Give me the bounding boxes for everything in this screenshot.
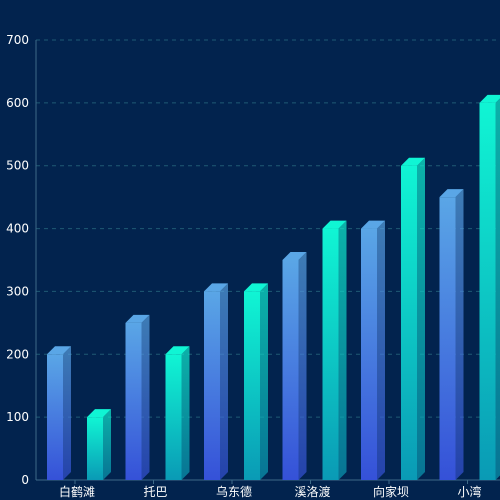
y-tick-label: 600 (6, 96, 29, 110)
bar (165, 346, 190, 480)
bar (439, 189, 464, 480)
x-tick-label: 托巴 (143, 485, 167, 499)
bar (47, 346, 71, 480)
x-tick-label: 白鹤滩 (59, 484, 95, 499)
x-tick-label: 向家坝 (373, 484, 409, 499)
y-tick-label: 0 (21, 473, 29, 487)
bar (125, 314, 150, 480)
y-tick-label: 400 (6, 222, 29, 236)
x-tick-label: 小湾 (457, 484, 481, 499)
bar (204, 283, 228, 480)
bar (401, 157, 425, 480)
y-tick-label: 300 (6, 284, 29, 298)
bar (361, 220, 385, 481)
y-tick-label: 500 (6, 159, 29, 173)
bar (322, 220, 347, 481)
y-tick-label: 700 (6, 33, 29, 47)
x-tick-label: 溪洛渡 (294, 484, 330, 499)
y-tick-label: 100 (6, 410, 29, 424)
y-tick-label: 200 (6, 347, 29, 361)
bars (47, 94, 500, 481)
bar (479, 94, 500, 480)
bar (282, 252, 307, 480)
x-tick-label: 乌东德 (216, 484, 252, 499)
y-axis: 0 100 200 300 400 500 600 700 (6, 33, 500, 487)
bar (244, 283, 268, 480)
x-axis: 白鹤滩 托巴 乌东德 溪洛渡 向家坝 小湾 (59, 480, 482, 499)
bar (87, 409, 111, 480)
